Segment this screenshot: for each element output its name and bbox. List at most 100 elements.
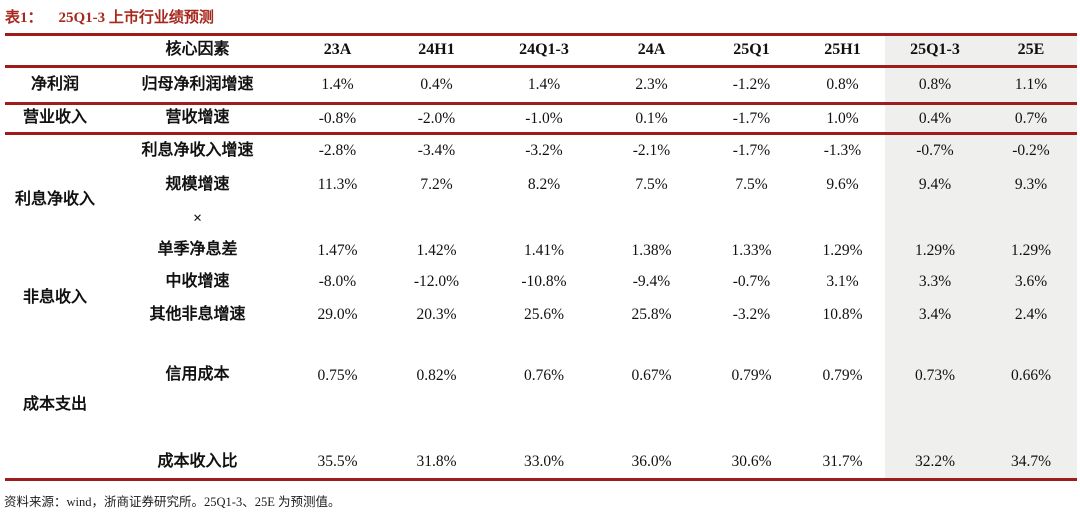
cell: 1.4%	[290, 66, 385, 105]
cell: -2.8%	[318, 142, 357, 160]
cell: 1.38%	[631, 241, 672, 259]
col-header-24A: 24A	[600, 34, 703, 68]
factor-label: 中收增速	[165, 272, 230, 290]
group-label: 成本支出	[22, 395, 87, 413]
cell: -0.8%	[290, 103, 385, 135]
cell: 0.79%	[822, 366, 863, 384]
col-header-25Q1: 25Q1	[703, 34, 800, 68]
col-header-25Q1-3: 25Q1-3	[885, 34, 985, 68]
cell: -1.3%	[823, 142, 862, 160]
cell-forecast: 2.4%	[985, 298, 1077, 332]
cell-forecast: 34.7%	[985, 419, 1077, 480]
cell: 1.42%	[416, 241, 457, 259]
cell: 25.8%	[631, 306, 672, 324]
cell: 36.0%	[631, 453, 672, 471]
cell: 0.1%	[600, 103, 703, 135]
cell: 0.75%	[317, 366, 358, 384]
col-header-25E: 25E	[985, 34, 1077, 68]
cell	[800, 203, 885, 236]
table-row: 利息净收入 利息净收入增速 -2.8% -3.4% -3.2% -2.1% -1…	[5, 133, 1077, 208]
cell-forecast: 0.4%	[885, 103, 985, 135]
table-row: 净利润 归母净利润增速 1.4% 0.4% 1.4% 2.3% -1.2% 0.…	[5, 66, 1077, 105]
cell-forecast: 32.2%	[885, 419, 985, 480]
cell: 31.7%	[822, 453, 863, 471]
cell-forecast	[985, 202, 1077, 236]
table-row: 成本支出 信用成本 0.75% 0.82% 0.76% 0.67% 0.79% …	[5, 331, 1077, 420]
cell-forecast: -0.7%	[885, 133, 985, 168]
cell: -2.0%	[385, 103, 488, 135]
cell: 1.47%	[317, 241, 358, 259]
cell: 1.29%	[822, 241, 863, 259]
group-label: 净利润	[5, 66, 105, 105]
cell: -2.1%	[632, 142, 671, 160]
cell	[385, 203, 488, 236]
cell: -10.8%	[521, 273, 567, 291]
factor-label: 营收增速	[105, 103, 290, 135]
factor-label: 利息净收入增速	[141, 142, 254, 160]
cell-forecast: 3.3%	[885, 265, 985, 299]
corner-cell	[5, 34, 105, 68]
table-title-text: 25Q1-3 上市行业绩预测	[58, 10, 214, 26]
cell: -3.2%	[732, 306, 771, 324]
table-title-label: 表1：	[5, 10, 43, 26]
factor-header: 核心因素	[105, 34, 290, 68]
group-label: 非息收入	[22, 289, 87, 307]
cell: 0.4%	[385, 66, 488, 105]
table-row: 单季净息差 1.47% 1.42% 1.41% 1.38% 1.33% 1.29…	[5, 235, 1077, 266]
cell-forecast: 0.7%	[985, 103, 1077, 135]
cell-forecast: 3.6%	[985, 265, 1077, 299]
cell: 7.5%	[635, 176, 668, 194]
source-footnote: 资料来源：wind，浙商证券研究所。25Q1-3、25E 为预测值。	[4, 495, 341, 509]
cell	[488, 203, 600, 236]
cell: 10.8%	[822, 306, 863, 324]
cell: 0.67%	[631, 366, 672, 384]
cell: 1.41%	[523, 241, 565, 259]
cell	[703, 203, 800, 236]
cell-forecast: 0.73%	[885, 331, 985, 420]
cell: 1.4%	[488, 66, 600, 105]
cell-forecast: 9.4%	[885, 167, 985, 203]
cell: -1.0%	[488, 103, 600, 135]
cell: -3.4%	[417, 142, 456, 160]
factor-label: 归母净利润增速	[105, 66, 290, 105]
cell-forecast: 1.29%	[985, 235, 1077, 266]
cell: 7.2%	[420, 176, 453, 194]
table-row: 规模增速 11.3% 7.2% 8.2% 7.5% 7.5% 9.6% 9.4%…	[5, 167, 1077, 203]
cell-forecast: 0.8%	[885, 66, 985, 105]
table-row: ×	[5, 202, 1077, 236]
multiply-operator: ×	[192, 209, 203, 227]
forecast-table: 核心因素 23A 24H1 24Q1-3 24A 25Q1 25H1 25Q1-…	[5, 33, 1077, 481]
cell: -1.7%	[732, 142, 771, 160]
table-row: 成本收入比 35.5% 31.8% 33.0% 36.0% 30.6% 31.7…	[5, 419, 1077, 480]
cell-forecast	[885, 202, 985, 236]
cell: 30.6%	[731, 453, 772, 471]
col-header-24H1: 24H1	[385, 34, 488, 68]
table-title: 表1： 25Q1-3 上市行业绩预测	[5, 6, 214, 27]
factor-label: 其他非息增速	[149, 305, 246, 323]
cell: -1.2%	[703, 66, 800, 105]
cell: 25.6%	[523, 306, 565, 324]
table-row: 非息收入 中收增速 -8.0% -12.0% -10.8% -9.4% -0.7…	[5, 265, 1077, 306]
cell: 0.76%	[523, 366, 565, 384]
cell: -12.0%	[413, 273, 460, 291]
cell: 9.6%	[826, 176, 859, 194]
col-header-23A: 23A	[290, 34, 385, 68]
cell: -1.7%	[703, 103, 800, 135]
cell: 35.5%	[317, 453, 358, 471]
cell: 31.8%	[416, 453, 457, 471]
cell: 20.3%	[416, 306, 457, 324]
cell: 8.2%	[527, 176, 561, 194]
group-label: 营业收入	[5, 103, 105, 135]
cell: 11.3%	[317, 176, 358, 194]
table-row: 营业收入 营收增速 -0.8% -2.0% -1.0% 0.1% -1.7% 1…	[5, 103, 1077, 135]
table-row: 其他非息增速 29.0% 20.3% 25.6% 25.8% -3.2% 10.…	[5, 298, 1077, 332]
cell: 0.79%	[731, 366, 772, 384]
col-header-25H1: 25H1	[800, 34, 885, 68]
cell: 1.33%	[731, 241, 772, 259]
cell-forecast: 0.66%	[985, 331, 1077, 420]
cell: 33.0%	[523, 453, 565, 471]
cell: -3.2%	[525, 142, 563, 160]
col-header-24Q1-3: 24Q1-3	[488, 34, 600, 68]
cell-forecast: 1.1%	[985, 66, 1077, 105]
